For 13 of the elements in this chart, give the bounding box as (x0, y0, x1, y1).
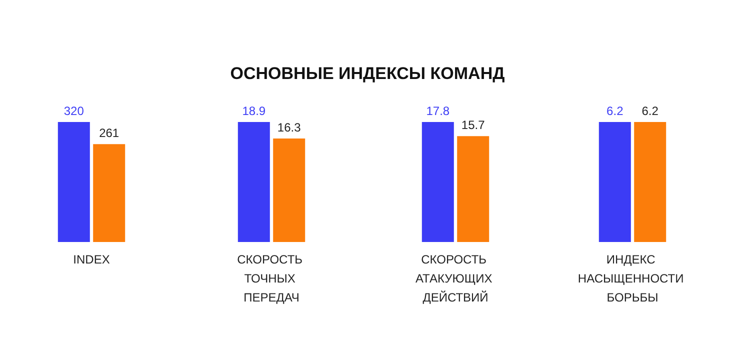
x-tick-label: INDEX (73, 252, 110, 266)
data-label: 261 (99, 126, 120, 140)
chart-title: ОСНОВНЫЕ ИНДЕКСЫ КОМАНД (230, 64, 505, 83)
data-label: 6.2 (642, 104, 659, 118)
data-label: 15.7 (461, 118, 486, 132)
data-label: 18.9 (242, 104, 266, 118)
data-label: 320 (64, 104, 84, 118)
x-tick-label: СКОРОСТЬ АТАКУЮЩИХ ДЕЙСТВИЙ (415, 252, 496, 304)
data-label: 6.2 (606, 104, 624, 118)
x-tick-label: ИНДЕКС НАСЫЩЕННОСТИ БОРЬБЫ (578, 252, 688, 304)
data-label: 16.3 (277, 120, 302, 135)
data-label: 17.8 (426, 104, 450, 118)
x-tick-label: СКОРОСТЬ ТОЧНЫХ ПЕРЕДАЧ (237, 252, 306, 304)
